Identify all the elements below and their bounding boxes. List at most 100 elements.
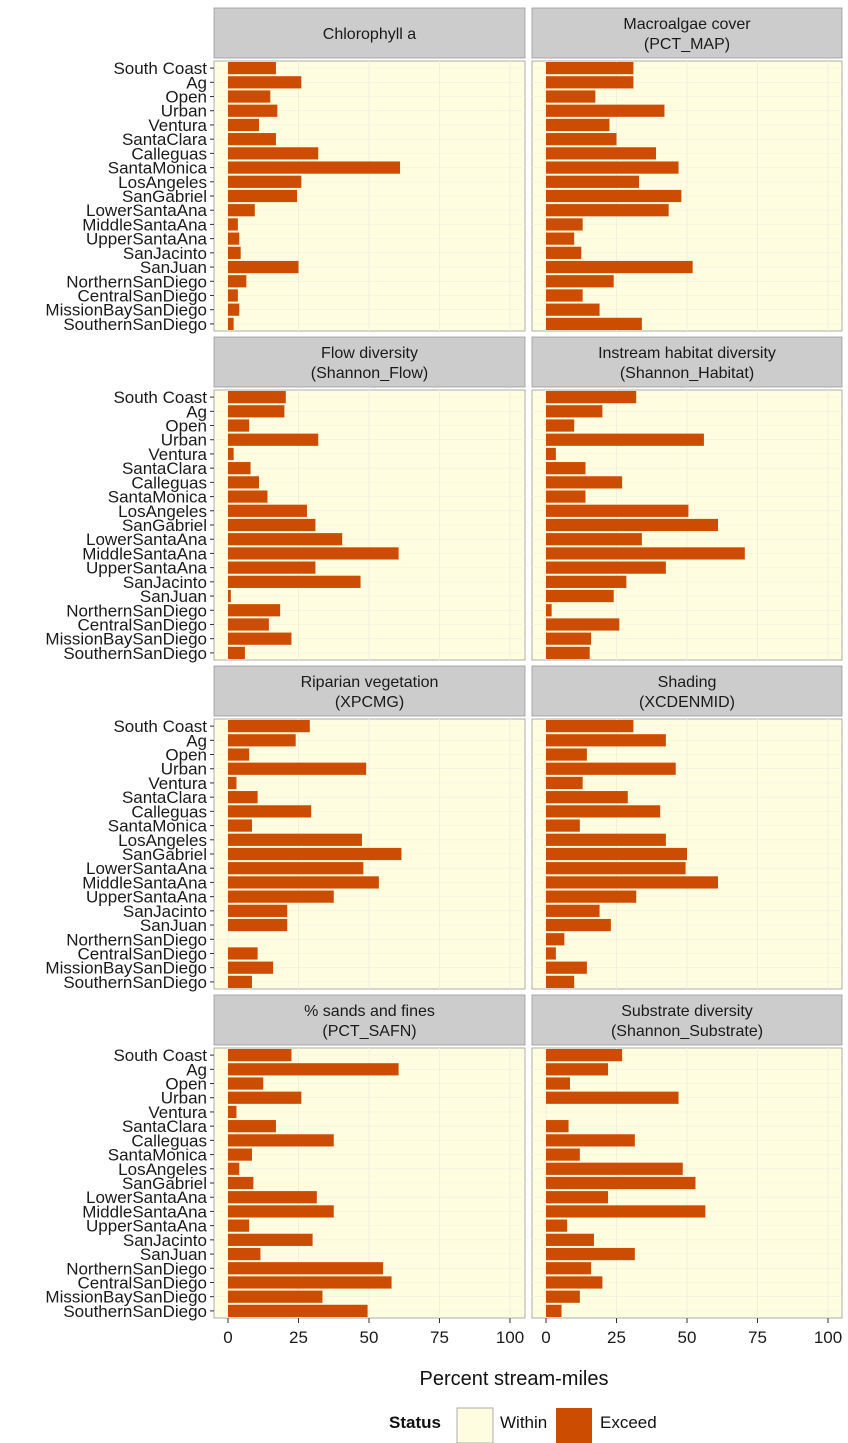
y-tick-label: SouthernSanDiego xyxy=(63,1302,207,1321)
bar-exceed xyxy=(228,303,240,316)
legend-label-exceed: Exceed xyxy=(600,1413,657,1432)
bar-exceed xyxy=(228,904,288,917)
bar-exceed xyxy=(546,1148,580,1161)
y-tick-label: MissionBaySanDiego xyxy=(45,301,207,320)
y-tick-label: CentralSanDiego xyxy=(78,944,207,963)
x-tick-label: 50 xyxy=(678,1328,697,1347)
facet-panel: Instream habitat diversity (Shannon_Habit… xyxy=(531,336,843,661)
bar-exceed xyxy=(546,618,620,631)
y-tick-label: LosAngeles xyxy=(118,173,207,192)
y-tick-label: Calleguas xyxy=(131,144,207,163)
bar-exceed xyxy=(546,933,565,946)
bar-exceed xyxy=(546,90,596,103)
bar-exceed xyxy=(228,118,260,132)
y-tick-label: SanJacinto xyxy=(123,902,207,921)
bar-exceed xyxy=(546,118,610,132)
bar-exceed xyxy=(546,719,634,733)
y-tick-label: SantaMonica xyxy=(108,159,208,178)
legend-title: Status xyxy=(389,1413,441,1432)
y-tick-label: SanGabriel xyxy=(122,516,207,535)
y-tick-label: Open xyxy=(165,746,207,765)
facet-title: Instream habitat diversity xyxy=(598,345,776,362)
bar-exceed xyxy=(228,1191,317,1204)
y-tick-label: NorthernSanDiego xyxy=(66,1259,207,1278)
bar-exceed xyxy=(228,533,343,546)
y-tick-label: SanGabriel xyxy=(122,187,207,206)
bar-exceed xyxy=(546,419,575,432)
bar-exceed xyxy=(546,204,669,217)
facet-panel: % sands and fines (PCT_SAFN) South CoastAg… xyxy=(45,994,526,1321)
facet-title: Substrate diversity xyxy=(621,1003,753,1020)
y-tick-label: CentralSanDiego xyxy=(78,1273,207,1292)
y-tick-label: SanGabriel xyxy=(122,1174,207,1193)
y-tick-label: Open xyxy=(165,88,207,107)
bar-exceed xyxy=(546,833,666,846)
y-tick-label: SantaClara xyxy=(122,788,208,807)
y-tick-label: Urban xyxy=(161,760,207,779)
y-tick-label: SantaClara xyxy=(122,1117,208,1136)
bar-exceed xyxy=(228,405,285,418)
bar-exceed xyxy=(546,447,556,461)
bar-exceed xyxy=(228,175,302,188)
y-tick-label: SouthernSanDiego xyxy=(63,644,207,663)
bar-exceed xyxy=(546,218,583,231)
x-tick-label: 25 xyxy=(607,1328,626,1347)
bar-exceed xyxy=(228,1290,323,1303)
y-tick-label: MiddleSantaAna xyxy=(82,215,207,234)
y-tick-label: Ag xyxy=(186,1060,207,1079)
y-tick-label: Ventura xyxy=(148,445,207,464)
y-tick-label: South Coast xyxy=(113,717,207,736)
facet-title: Riparian vegetation xyxy=(301,674,439,691)
bar-exceed xyxy=(546,1290,580,1303)
bar-exceed xyxy=(228,547,399,560)
legend: Status Within Exceed xyxy=(389,1407,657,1443)
bar-exceed xyxy=(228,719,310,733)
bar-exceed xyxy=(546,547,745,560)
x-tick-label: 0 xyxy=(223,1328,232,1347)
bar-exceed xyxy=(228,147,319,160)
bar-exceed xyxy=(546,805,661,818)
bar-exceed xyxy=(228,890,334,903)
bar-exceed xyxy=(546,819,580,832)
bar-exceed xyxy=(546,533,642,546)
y-tick-label: SanJuan xyxy=(140,1245,207,1264)
bar-exceed xyxy=(228,433,319,446)
bar-exceed xyxy=(546,1276,603,1289)
bar-exceed xyxy=(546,275,614,288)
bar-exceed xyxy=(228,1105,237,1119)
bar-exceed xyxy=(546,1262,592,1275)
bar-exceed xyxy=(546,1247,635,1261)
bar-exceed xyxy=(546,1048,623,1062)
bar-exceed xyxy=(546,918,611,932)
bar-exceed xyxy=(228,518,316,532)
y-tick-label: MiddleSantaAna xyxy=(82,873,207,892)
y-tick-label: NorthernSanDiego xyxy=(66,601,207,620)
y-tick-label: MiddleSantaAna xyxy=(82,544,207,563)
y-tick-label: Ventura xyxy=(148,116,207,135)
y-tick-label: MiddleSantaAna xyxy=(82,1202,207,1221)
bar-exceed xyxy=(228,317,234,331)
bar-exceed xyxy=(228,833,362,846)
y-tick-label: UpperSantaAna xyxy=(86,888,208,907)
bar-exceed xyxy=(228,791,258,804)
facet-strip xyxy=(531,336,843,388)
bar-exceed xyxy=(228,961,274,974)
facet-subtitle: (Shannon_Substrate) xyxy=(611,1023,763,1040)
bar-exceed xyxy=(228,762,367,775)
y-tick-label: NorthernSanDiego xyxy=(66,272,207,291)
y-tick-label: LowerSantaAna xyxy=(86,530,208,549)
y-tick-label: MissionBaySanDiego xyxy=(45,1288,207,1307)
bar-exceed xyxy=(228,447,234,461)
bar-exceed xyxy=(546,76,634,89)
y-tick-label: SanJuan xyxy=(140,258,207,277)
bar-exceed xyxy=(546,1120,569,1133)
bar-exceed xyxy=(228,476,260,489)
facet-subtitle: (PCT_SAFN) xyxy=(322,1023,416,1040)
bar-exceed xyxy=(546,904,600,917)
bar-exceed xyxy=(228,1205,334,1218)
bar-exceed xyxy=(546,504,689,517)
bar-exceed xyxy=(546,646,590,660)
y-tick-label: NorthernSanDiego xyxy=(66,930,207,949)
facet-title: Flow diversity xyxy=(321,345,418,362)
facet-subtitle: (Shannon_Flow) xyxy=(311,365,428,382)
